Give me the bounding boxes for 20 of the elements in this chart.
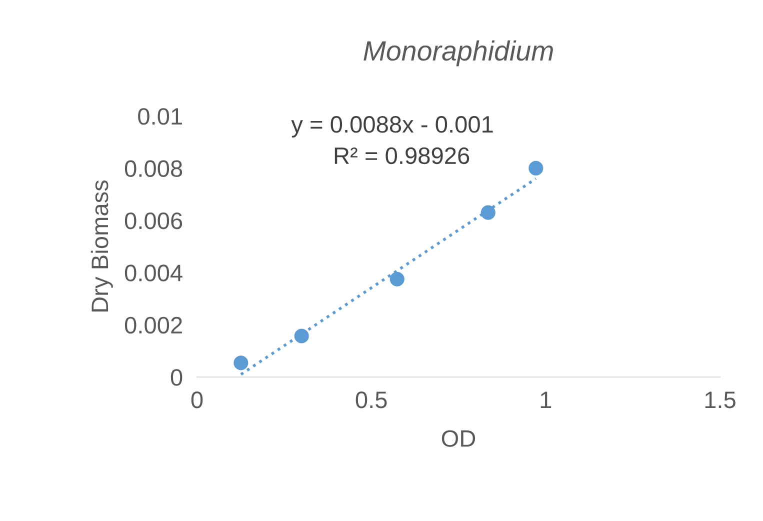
point <box>294 328 309 344</box>
y-tick-label: 0.006 <box>124 212 182 230</box>
x-tick-label: 1.5 <box>705 392 736 408</box>
x-tick-label: 1 <box>540 392 552 408</box>
y-tick-label: 0.004 <box>124 264 182 282</box>
y-axis-title: Dry Biomass <box>90 180 113 312</box>
y-tick-label: 0.01 <box>138 108 182 125</box>
annotation: R² = 0.98926 <box>334 147 470 164</box>
point <box>480 205 496 220</box>
point <box>390 272 404 286</box>
y-tick-label: 0.002 <box>124 316 182 334</box>
chart-title: Monoraphidium <box>364 40 553 66</box>
x-tick-label: 0.5 <box>356 392 387 408</box>
y-tick-label: 0.008 <box>124 160 182 177</box>
point <box>528 160 544 176</box>
point <box>234 356 248 370</box>
x-axis-title: OD <box>442 430 476 447</box>
y-tick-label: 0 <box>170 369 182 386</box>
annotation: y = 0.0088x - 0.001 <box>291 116 493 138</box>
x-tick-label: 0 <box>191 392 203 408</box>
